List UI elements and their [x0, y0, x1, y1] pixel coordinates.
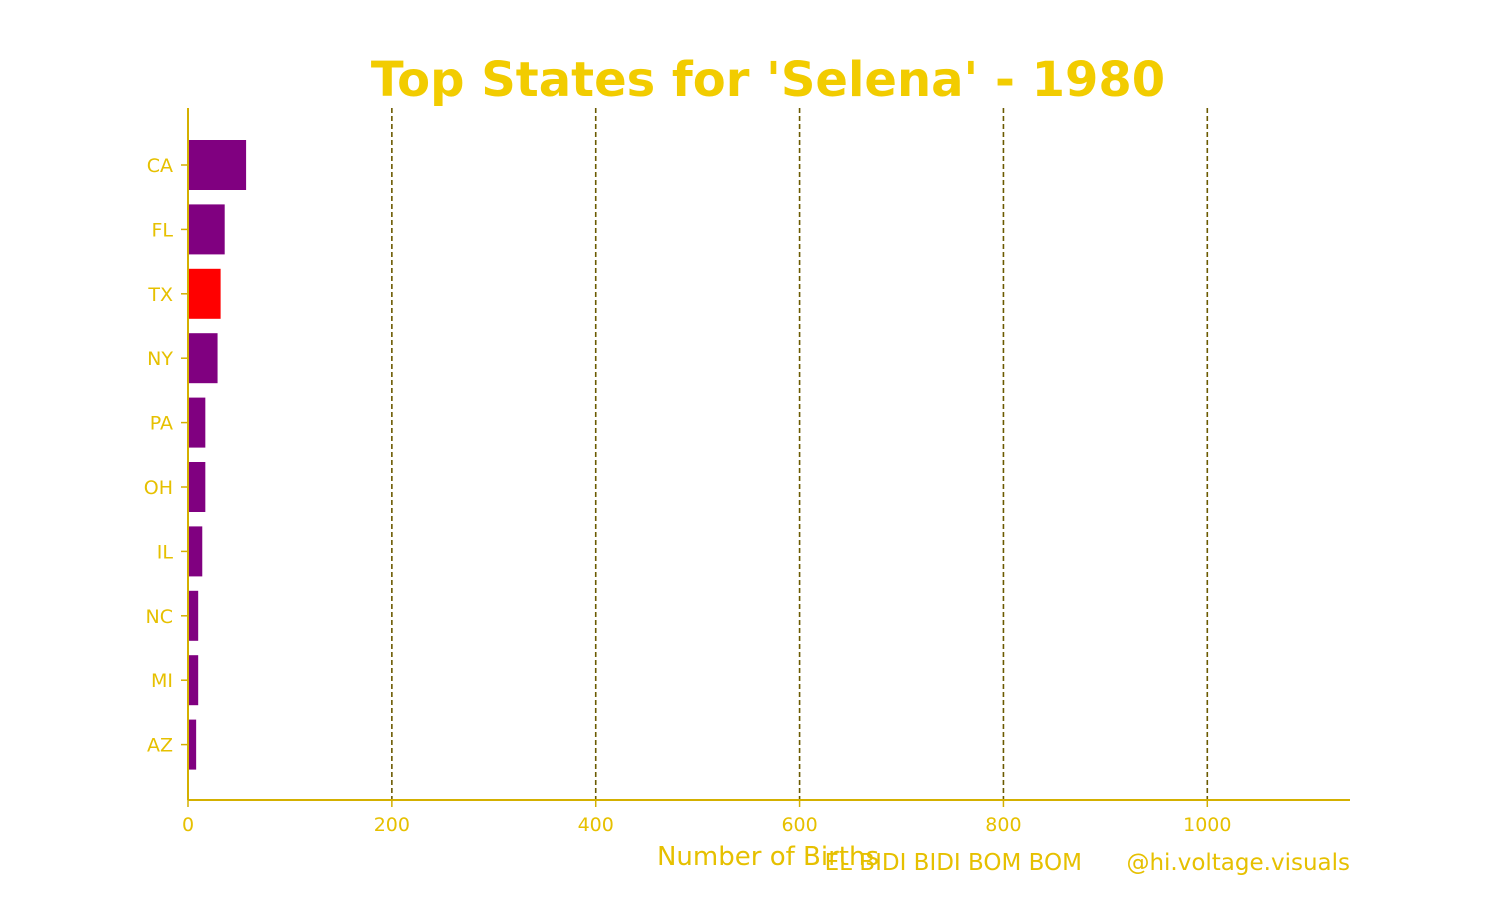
- grid-lines: [391, 108, 1209, 800]
- bar-ca: [188, 140, 247, 190]
- x-tick-label-0: 0: [182, 814, 194, 836]
- bar-oh: [188, 462, 206, 512]
- chart-title: Top States for 'Selena' - 1980: [371, 52, 1165, 108]
- bar-nc: [188, 590, 199, 641]
- bar-fl: [188, 204, 225, 255]
- bar-il: [188, 526, 203, 577]
- x-tick-labels: 0 200 400 600 800 1000: [182, 800, 1231, 836]
- y-tick-label-ca: CA: [147, 155, 173, 177]
- bar-pa: [188, 397, 206, 448]
- y-tick-label-pa: PA: [150, 413, 173, 435]
- x-tick-label-400: 400: [578, 814, 614, 836]
- credit-annotation: @hi.voltage.visuals: [1126, 850, 1350, 876]
- bar-mi: [188, 655, 199, 706]
- y-tick-label-nc: NC: [146, 606, 173, 628]
- y-tick-labels: CA FL TX NY PA OH IL NC MI AZ: [144, 155, 188, 757]
- x-tick-label-800: 800: [985, 814, 1021, 836]
- bar-tx: [188, 268, 221, 319]
- axes: [187, 108, 1350, 801]
- y-tick-label-az: AZ: [147, 735, 173, 757]
- x-tick-label-600: 600: [781, 814, 817, 836]
- y-tick-label-ny: NY: [147, 348, 173, 370]
- bars: [188, 140, 247, 770]
- y-tick-label-tx: TX: [147, 284, 173, 306]
- y-tick-label-il: IL: [157, 541, 174, 563]
- y-tick-label-mi: MI: [151, 670, 173, 692]
- y-tick-label-fl: FL: [151, 219, 173, 241]
- x-tick-label-1000: 1000: [1183, 814, 1231, 836]
- bar-ny: [188, 333, 218, 384]
- x-tick-label-200: 200: [374, 814, 410, 836]
- x-axis-label: Number of Births: [657, 842, 879, 872]
- bar-az: [188, 719, 197, 770]
- y-tick-label-oh: OH: [144, 477, 173, 499]
- tagline-annotation: EL BIDI BIDI BOM BOM: [825, 850, 1082, 876]
